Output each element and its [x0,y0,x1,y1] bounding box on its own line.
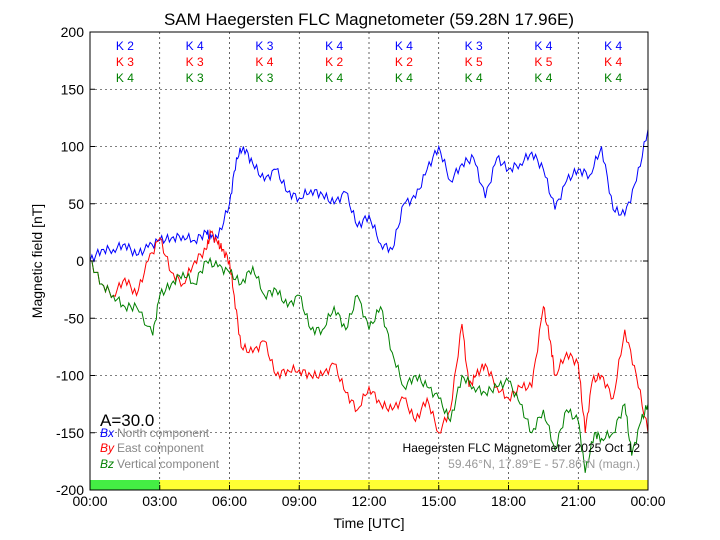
k-index-y: K 3 [116,55,134,69]
y-tick-label: -150 [56,425,84,441]
x-tick-label: 03:00 [142,493,177,509]
plot-frame [89,31,649,491]
k-index-x: K 3 [255,39,273,53]
legend-symbol-by: By [100,441,115,455]
y-tick-label: 0 [76,253,84,269]
legend-label-north: North component [117,426,210,440]
k-index-y: K 2 [395,55,413,69]
x-tick-label: 12:00 [351,493,386,509]
k-index-x: K 2 [116,39,134,53]
activity-bar-segment [159,480,648,490]
k-index-x: K 3 [465,39,483,53]
k-index-x: K 4 [604,39,622,53]
k-index-z: K 4 [325,71,343,85]
k-index-z: K 4 [534,71,552,85]
k-index-x: K 4 [395,39,413,53]
x-axis-label: Time [UTC] [333,515,404,531]
legend-label-east: East component [117,441,204,455]
y-tick-label: 150 [61,81,85,97]
k-index-y: K 4 [604,55,622,69]
activity-label: A=30.0 [100,411,154,430]
k-index-z: K 4 [604,71,622,85]
y-tick-label: -200 [56,482,84,498]
k-index-z: K 3 [255,71,273,85]
series-line-by [89,228,649,434]
k-index-y: K 2 [325,55,343,69]
k-index-y: K 5 [465,55,483,69]
legend-symbol-bz: Bz [100,457,114,471]
legend-symbol-bx: Bx [100,426,115,440]
series-line-bz [89,256,649,473]
k-index-y: K 3 [186,55,204,69]
k-index-y: K 5 [534,55,552,69]
y-tick-label: -100 [56,368,84,384]
coords-annotation: 59.46°N, 17.89°E - 57.86°N (magn.) [448,457,640,471]
k-index-x: K 4 [186,39,204,53]
y-tick-label: -50 [64,310,84,326]
k-index-x: K 4 [325,39,343,53]
k-index-z: K 4 [465,71,483,85]
y-tick-label: 50 [68,196,84,212]
y-axis-label: Magnetic field [nT] [29,204,45,318]
x-tick-label: 00:00 [630,493,665,509]
station-annotation: Haegersten FLC Magnetometer 2025 Oct 12 [403,441,641,455]
x-tick-label: 15:00 [421,493,456,509]
k-index-x: K 4 [534,39,552,53]
chart-title: SAM Haegersten FLC Magnetometer (59.28N … [164,10,574,29]
activity-bar-segment [90,480,160,490]
k-index-z: K 3 [186,71,204,85]
k-index-z: K 4 [116,71,134,85]
legend-label-vertical: Vertical component [117,457,220,471]
legend: Bx North component By East component Bz … [100,426,220,471]
x-tick-label: 00:00 [72,493,107,509]
k-index-z: K 4 [395,71,413,85]
series-line-bx [89,129,649,263]
y-tick-label: 200 [61,24,85,40]
x-tick-label: 06:00 [212,493,247,509]
y-tick-label: 100 [61,139,85,155]
x-tick-label: 09:00 [282,493,317,509]
x-tick-label: 21:00 [561,493,596,509]
k-index-y: K 4 [255,55,273,69]
x-tick-label: 18:00 [491,493,526,509]
